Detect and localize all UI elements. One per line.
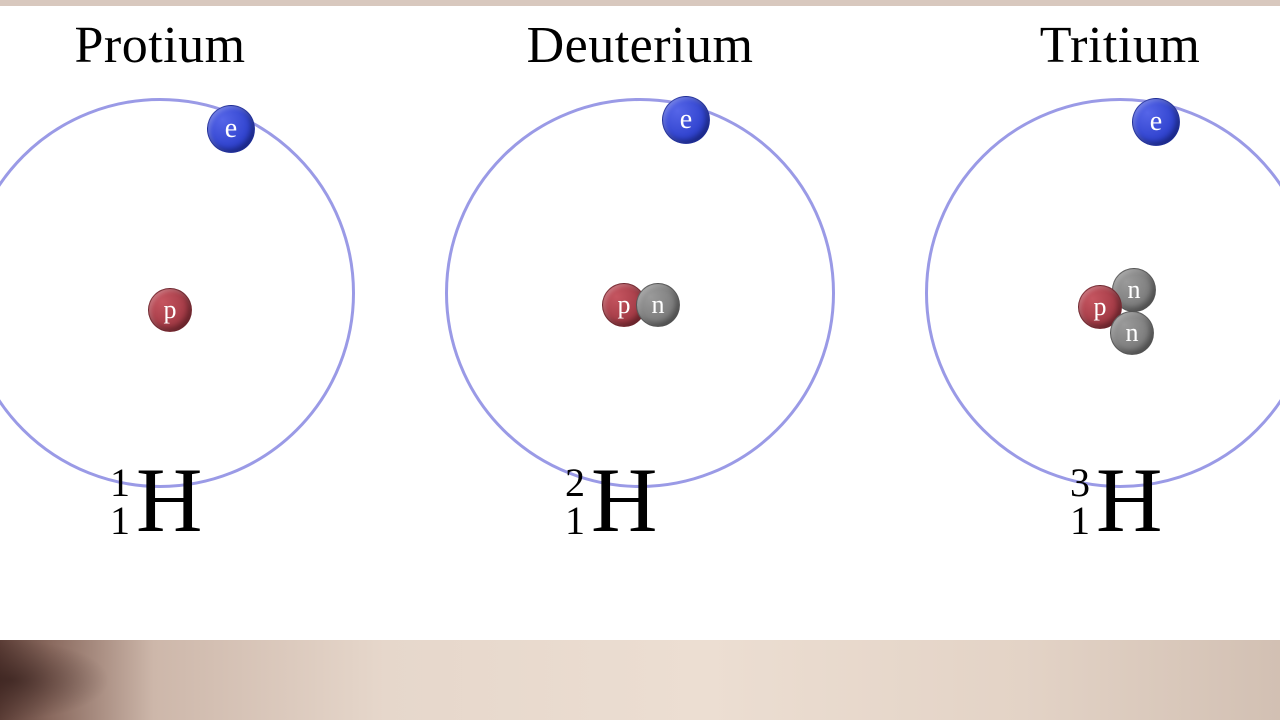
isotope-notation: 3 1 H	[1070, 454, 1162, 546]
element-symbol: H	[1096, 454, 1162, 546]
electron-label: e	[680, 104, 692, 136]
neutron-icon: n	[1110, 311, 1154, 355]
electron-icon: e	[207, 105, 255, 153]
isotope-protium: Protium e p 1 1 H	[0, 6, 370, 503]
atomic-number: 1	[565, 502, 585, 540]
isotope-deuterium: Deuterium e p n 2 1 H	[430, 6, 850, 503]
electron-label: e	[225, 113, 237, 145]
atom-diagram: e p n	[430, 83, 850, 503]
atomic-number: 1	[110, 502, 130, 540]
isotope-notation: 1 1 H	[110, 454, 202, 546]
electron-icon: e	[662, 96, 710, 144]
mass-number: 1	[110, 464, 130, 502]
element-symbol: H	[591, 454, 657, 546]
electron-icon: e	[1132, 98, 1180, 146]
neutron-icon: n	[636, 283, 680, 327]
notation-prescripts: 2 1	[565, 464, 585, 540]
proton-label: p	[1094, 292, 1107, 322]
diagram-stage: Protium e p 1 1 H Deuterium e	[0, 6, 1280, 640]
isotope-title: Protium	[0, 16, 370, 75]
electron-label: e	[1150, 106, 1162, 138]
atom-diagram: e n p n	[910, 83, 1280, 503]
isotope-tritium: Tritium e n p n 3 1 H	[910, 6, 1280, 503]
element-symbol: H	[136, 454, 202, 546]
mass-number: 2	[565, 464, 585, 502]
neutron-label: n	[1126, 318, 1139, 348]
proton-icon: p	[148, 288, 192, 332]
proton-label: p	[618, 290, 631, 320]
notation-prescripts: 1 1	[110, 464, 130, 540]
notation-prescripts: 3 1	[1070, 464, 1090, 540]
bottom-strip	[0, 640, 1280, 720]
isotope-title: Deuterium	[430, 16, 850, 75]
isotope-notation: 2 1 H	[565, 454, 657, 546]
neutron-label: n	[1128, 275, 1141, 305]
mass-number: 3	[1070, 464, 1090, 502]
atomic-number: 1	[1070, 502, 1090, 540]
isotope-title: Tritium	[910, 16, 1280, 75]
proton-label: p	[164, 295, 177, 325]
neutron-label: n	[652, 290, 665, 320]
atom-diagram: e p	[0, 83, 370, 503]
